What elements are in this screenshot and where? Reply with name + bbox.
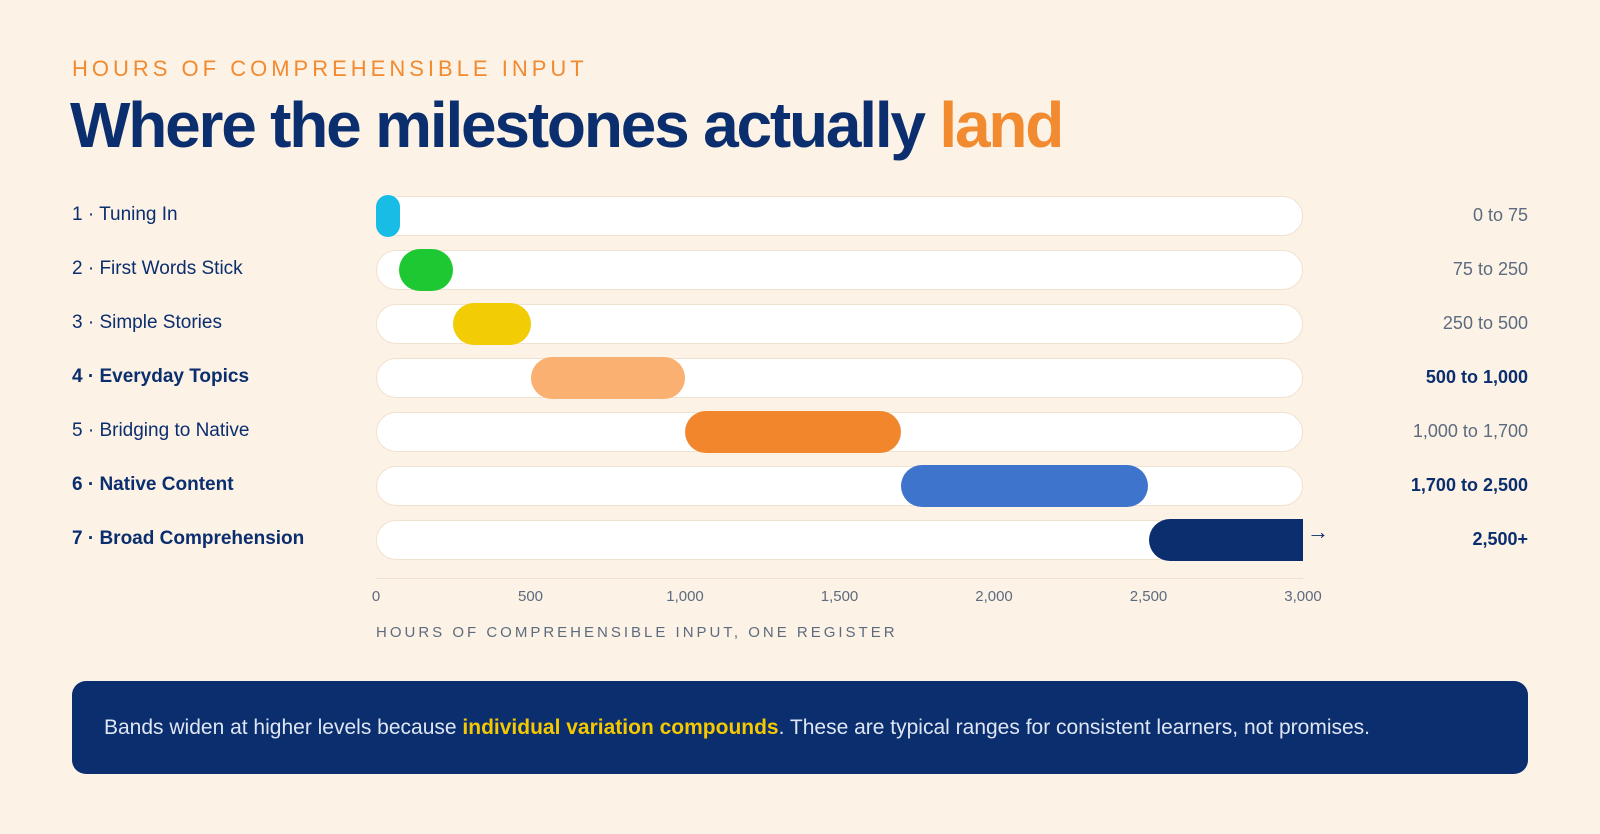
x-tick-label: 1,500 [820, 588, 859, 605]
range-bar [376, 195, 400, 237]
row-label: 5 · Bridging to Native [72, 420, 250, 441]
range-bar [901, 465, 1149, 507]
footnote-box: Bands widen at higher levels because ind… [72, 681, 1528, 774]
range-value-label: 0 to 75 [1472, 205, 1528, 225]
range-bar [453, 303, 531, 345]
row-label: 1 · Tuning In [72, 204, 178, 225]
page-title: Where the milestones actually land [70, 88, 1064, 162]
row-label: 7 · Broad Comprehension [72, 528, 305, 549]
range-bar [530, 357, 685, 399]
bar-track [376, 466, 1303, 506]
eyebrow: HOURS OF COMPREHENSIBLE INPUT [72, 56, 588, 81]
arrow-right-icon: → [1307, 519, 1329, 544]
x-tick-label: 0 [371, 588, 381, 605]
range-value-label: 2,500+ [1472, 529, 1528, 549]
range-bar [685, 411, 902, 453]
bar-track [376, 358, 1303, 398]
range-bar [1148, 519, 1303, 561]
range-value-label: 250 to 500 [1442, 313, 1528, 333]
title-main: Where the milestones actually [70, 89, 940, 161]
bar-track [376, 250, 1303, 290]
x-tick-label: 2,500 [1129, 588, 1168, 605]
footnote-before: Bands widen at higher levels because [104, 715, 463, 739]
footnote-after: . These are typical ranges for consisten… [778, 715, 1371, 739]
range-value-label: 1,700 to 2,500 [1410, 475, 1528, 495]
row-label: 6 · Native Content [72, 474, 234, 495]
x-tick-label: 2,000 [975, 588, 1013, 605]
footnote-highlight: individual variation compounds [462, 715, 779, 739]
bar-track [376, 196, 1303, 236]
x-tick-label: 500 [517, 588, 544, 605]
range-value-label: 500 to 1,000 [1425, 367, 1528, 387]
x-tick-label: 3,000 [1284, 588, 1322, 605]
title-accent: land [939, 89, 1064, 161]
bar-track [376, 304, 1303, 344]
row-label: 3 · Simple Stories [72, 312, 222, 333]
x-tick-label: 1,000 [666, 588, 704, 605]
range-value-label: 1,000 to 1,700 [1412, 421, 1528, 441]
range-bar [399, 249, 454, 291]
row-label: 2 · First Words Stick [72, 258, 243, 279]
x-axis-line [376, 578, 1303, 579]
row-label: 4 · Everyday Topics [72, 366, 250, 387]
x-axis-title: HOURS OF COMPREHENSIBLE INPUT, ONE REGIS… [376, 624, 898, 641]
footnote-text: Bands widen at higher levels because ind… [104, 716, 1370, 740]
range-value-label: 75 to 250 [1452, 259, 1528, 279]
